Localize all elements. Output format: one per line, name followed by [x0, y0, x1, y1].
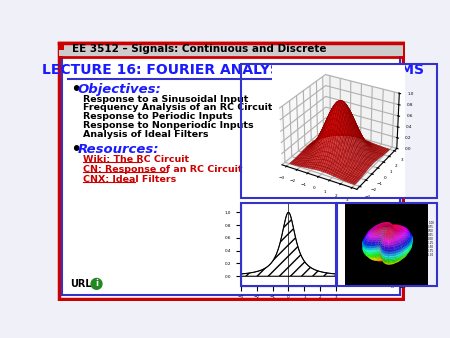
Text: CNX: Ideal Filters: CNX: Ideal Filters — [83, 175, 176, 185]
Text: Response to Periodic Inputs: Response to Periodic Inputs — [83, 112, 233, 121]
Text: •: • — [70, 140, 81, 160]
Text: LECTURE 16: FOURIER ANALYSIS OF CT SYSTEMS: LECTURE 16: FOURIER ANALYSIS OF CT SYSTE… — [42, 63, 424, 77]
Bar — [58, 43, 64, 50]
Text: Frequency Analysis of an RC Circuit: Frequency Analysis of an RC Circuit — [83, 103, 273, 113]
Text: Analysis of Ideal Filters: Analysis of Ideal Filters — [83, 130, 209, 139]
Text: i: i — [95, 280, 98, 288]
Text: Response to Nonperiodic Inputs: Response to Nonperiodic Inputs — [83, 121, 254, 130]
Text: Response to a Sinusoidal Input: Response to a Sinusoidal Input — [83, 95, 249, 103]
Text: EE 3512 – Signals: Continuous and Discrete: EE 3512 – Signals: Continuous and Discre… — [72, 44, 326, 54]
Text: •: • — [70, 80, 81, 99]
Circle shape — [91, 279, 102, 289]
Text: Resources:: Resources: — [78, 143, 159, 156]
Bar — [58, 43, 403, 56]
Text: Objectives:: Objectives: — [78, 83, 162, 96]
Text: CN: Response of an RC Circuit: CN: Response of an RC Circuit — [83, 165, 243, 174]
Text: URL:: URL: — [70, 279, 96, 289]
Text: Wiki: The RC Circuit: Wiki: The RC Circuit — [83, 155, 189, 164]
